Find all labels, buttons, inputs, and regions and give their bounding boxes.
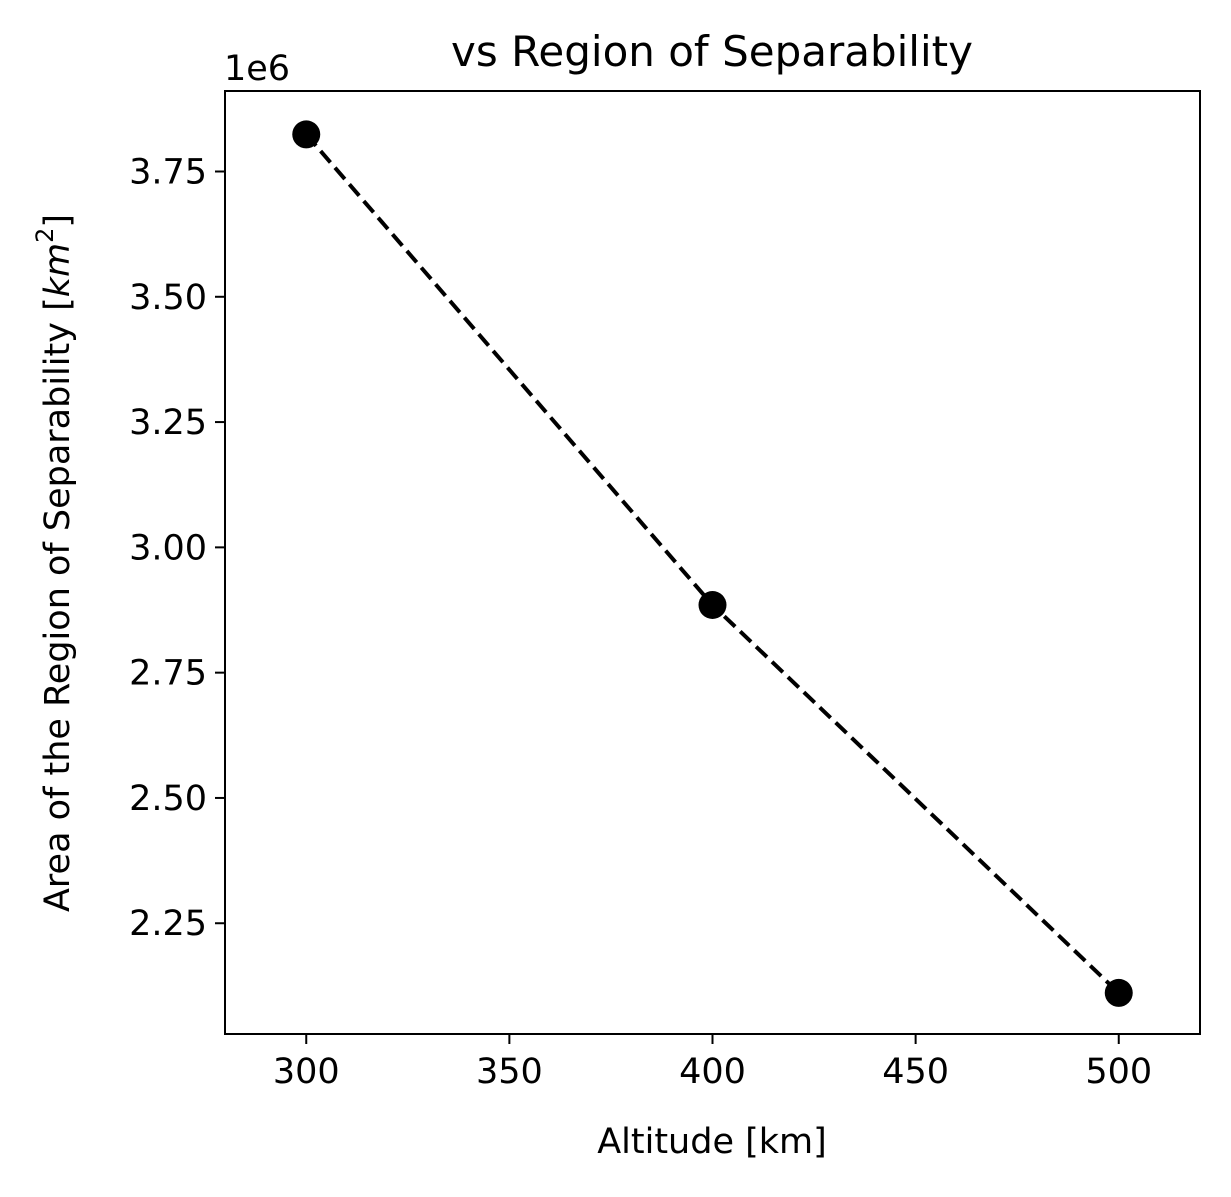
y-axis-label-prefix: Area of the Region of Separability [ (38, 297, 78, 912)
data-point (292, 120, 321, 149)
plot-area (224, 90, 1201, 1035)
x-tick-label: 500 (1085, 1052, 1152, 1092)
y-tick-label: 3.50 (129, 278, 207, 318)
y-tick-label: 2.50 (129, 779, 207, 819)
y-axis-label-suffix: ] (38, 214, 78, 228)
data-point (698, 590, 727, 619)
x-tick-label: 350 (476, 1052, 543, 1092)
y-axis-label-exponent: 2 (31, 228, 59, 243)
y-tick-label: 3.75 (129, 152, 207, 192)
series-line (304, 133, 1121, 995)
y-tick-label: 3.00 (129, 528, 207, 568)
y-tick-label: 2.25 (129, 904, 207, 944)
data-point (1104, 978, 1133, 1007)
y-tick-label: 3.25 (129, 403, 207, 443)
y-axis-label: Area of the Region of Separability [km2] (31, 214, 78, 912)
axes-frame (224, 90, 1201, 1035)
x-tick-label: 400 (679, 1052, 746, 1092)
y-offset-label: 1e6 (224, 49, 290, 89)
x-tick-label: 300 (273, 1052, 340, 1092)
axis-ticks: 300 350 400 450 500 2.25 2.50 2.75 3.00 3.25 3.50 3… (129, 152, 1152, 1092)
chart-title: vs Region of Separability (451, 27, 973, 76)
y-axis-label-unit: km (38, 243, 78, 297)
x-tick-label: 450 (882, 1052, 949, 1092)
y-tick-label: 2.75 (129, 654, 207, 694)
x-axis-label: Altitude [km] (597, 1122, 827, 1162)
